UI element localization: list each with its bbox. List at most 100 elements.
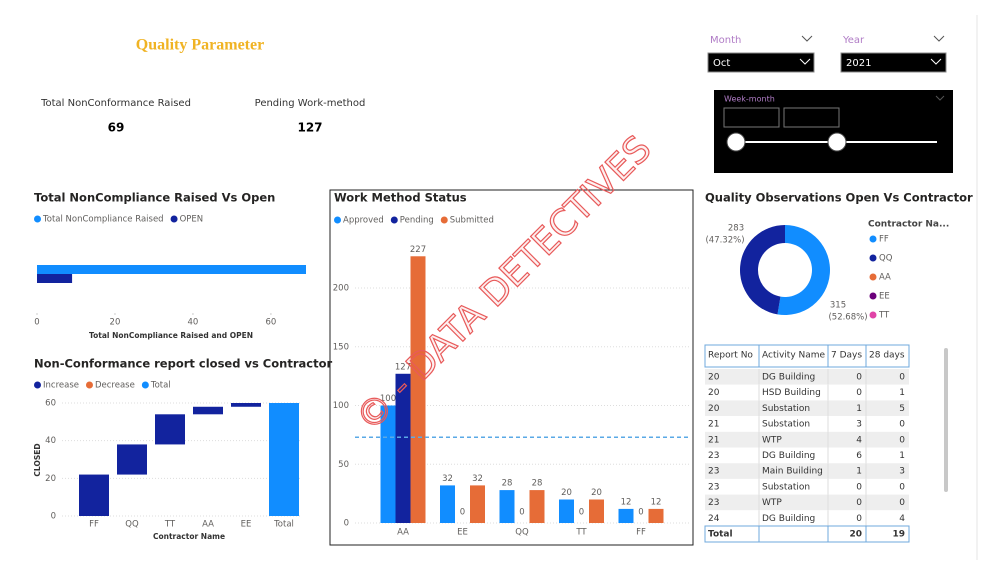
kpi-value: 127 <box>297 121 322 135</box>
cell: 1 <box>899 388 905 398</box>
table-row <box>705 384 909 401</box>
cell: 24 <box>708 514 720 524</box>
slicer-label: Month <box>710 35 741 46</box>
table-row <box>705 478 909 495</box>
slicer-value[interactable]: 2021 <box>846 58 871 69</box>
data-label: 0 <box>460 508 465 518</box>
legend-dot <box>390 216 398 224</box>
bar <box>410 256 426 523</box>
data-label: 12 <box>651 497 662 507</box>
cell: 21 <box>708 435 719 445</box>
chevron[interactable] <box>930 58 942 65</box>
x-tick-label: FF <box>89 520 99 530</box>
column-header: 28 days <box>869 351 905 361</box>
bar <box>193 406 223 415</box>
cell: Substation <box>762 482 810 492</box>
bar <box>618 508 634 523</box>
y-tick-label: 100 <box>333 401 349 411</box>
cell: 21 <box>708 420 719 430</box>
range-input[interactable] <box>783 107 840 128</box>
table-header <box>704 344 910 368</box>
cell: HSD Building <box>762 388 821 398</box>
cell: 3 <box>899 467 905 477</box>
table-row <box>705 369 909 385</box>
bar <box>79 474 109 516</box>
y-tick-label: 60 <box>45 399 56 409</box>
bar <box>380 405 396 523</box>
cell: 23 <box>708 482 719 492</box>
y-tick-label: 20 <box>45 474 56 484</box>
total-cell: 19 <box>892 530 905 540</box>
legend-dot <box>869 254 877 262</box>
x-tick-label: AA <box>397 528 409 538</box>
cell: Substation <box>762 420 810 430</box>
cell: Main Building <box>762 467 823 477</box>
data-label: 127 <box>395 362 411 372</box>
kpi-label: Pending Work-method <box>255 98 366 109</box>
legend-label: Submitted <box>450 216 494 226</box>
column-header: 7 Days <box>831 351 862 361</box>
legend-label: Increase <box>43 381 79 391</box>
x-tick-label: QQ <box>125 520 139 530</box>
bar <box>499 490 515 523</box>
legend-dot <box>334 216 341 224</box>
y-tick-label: 0 <box>344 519 349 529</box>
table-row <box>705 447 909 464</box>
bar <box>440 485 455 523</box>
table-row <box>705 431 909 448</box>
chart-title: Quality Observations Open Vs Contractor <box>705 191 973 205</box>
table-row <box>705 494 909 511</box>
bar <box>648 508 664 523</box>
cell: 4 <box>856 435 862 445</box>
cell: 0 <box>856 482 862 492</box>
data-label: 20 <box>561 488 572 498</box>
cell: Substation <box>762 404 810 414</box>
slicer-box[interactable] <box>707 52 815 73</box>
bar <box>117 444 147 475</box>
chevron[interactable] <box>801 35 813 42</box>
donut-slice <box>739 225 785 315</box>
chart-title: Non-Conformance report closed vs Contrac… <box>34 357 332 371</box>
bar <box>155 414 185 445</box>
cell: 0 <box>899 435 905 445</box>
y-axis-title: CLOSED <box>33 443 42 476</box>
chevron[interactable] <box>935 95 945 101</box>
bar <box>529 490 545 523</box>
data-label: 12 <box>621 497 632 507</box>
slicer-value[interactable]: Oct <box>713 58 730 69</box>
data-label: 28 <box>532 479 543 489</box>
cell: 0 <box>856 498 862 508</box>
chevron[interactable] <box>933 35 945 42</box>
cell: 20 <box>708 404 720 414</box>
cell: 0 <box>899 482 905 492</box>
cell: WTP <box>762 498 782 508</box>
x-tick-label: Total <box>273 520 294 530</box>
slicer-box[interactable] <box>840 52 947 73</box>
week-slicer <box>714 90 953 173</box>
slicer-label: Year <box>842 35 865 46</box>
slider-handle[interactable] <box>726 132 746 152</box>
range-input[interactable] <box>723 107 780 128</box>
data-label: (47.32%) <box>705 236 744 246</box>
x-tick-label: TT <box>575 528 587 538</box>
legend-label: Decrease <box>95 381 135 391</box>
total-row <box>704 525 910 543</box>
legend-label: TT <box>878 311 890 321</box>
cell: 0 <box>899 498 905 508</box>
legend-label: AA <box>879 273 891 283</box>
data-label: 100 <box>380 394 396 404</box>
x-tick-label: 60 <box>265 318 276 328</box>
x-tick-label: AA <box>202 520 214 530</box>
legend-label: EE <box>879 292 890 302</box>
scrollbar[interactable] <box>944 348 948 492</box>
kpi-label: Total NonConformance Raised <box>40 98 191 109</box>
legend-title: Contractor Na... <box>868 220 949 230</box>
x-tick-label: EE <box>241 520 252 530</box>
slider-handle[interactable] <box>827 132 847 152</box>
table-row <box>705 510 909 526</box>
chevron[interactable] <box>799 58 811 65</box>
column-header: Activity Name <box>762 351 826 361</box>
bar <box>231 403 261 407</box>
y-tick-label: 40 <box>45 436 56 446</box>
